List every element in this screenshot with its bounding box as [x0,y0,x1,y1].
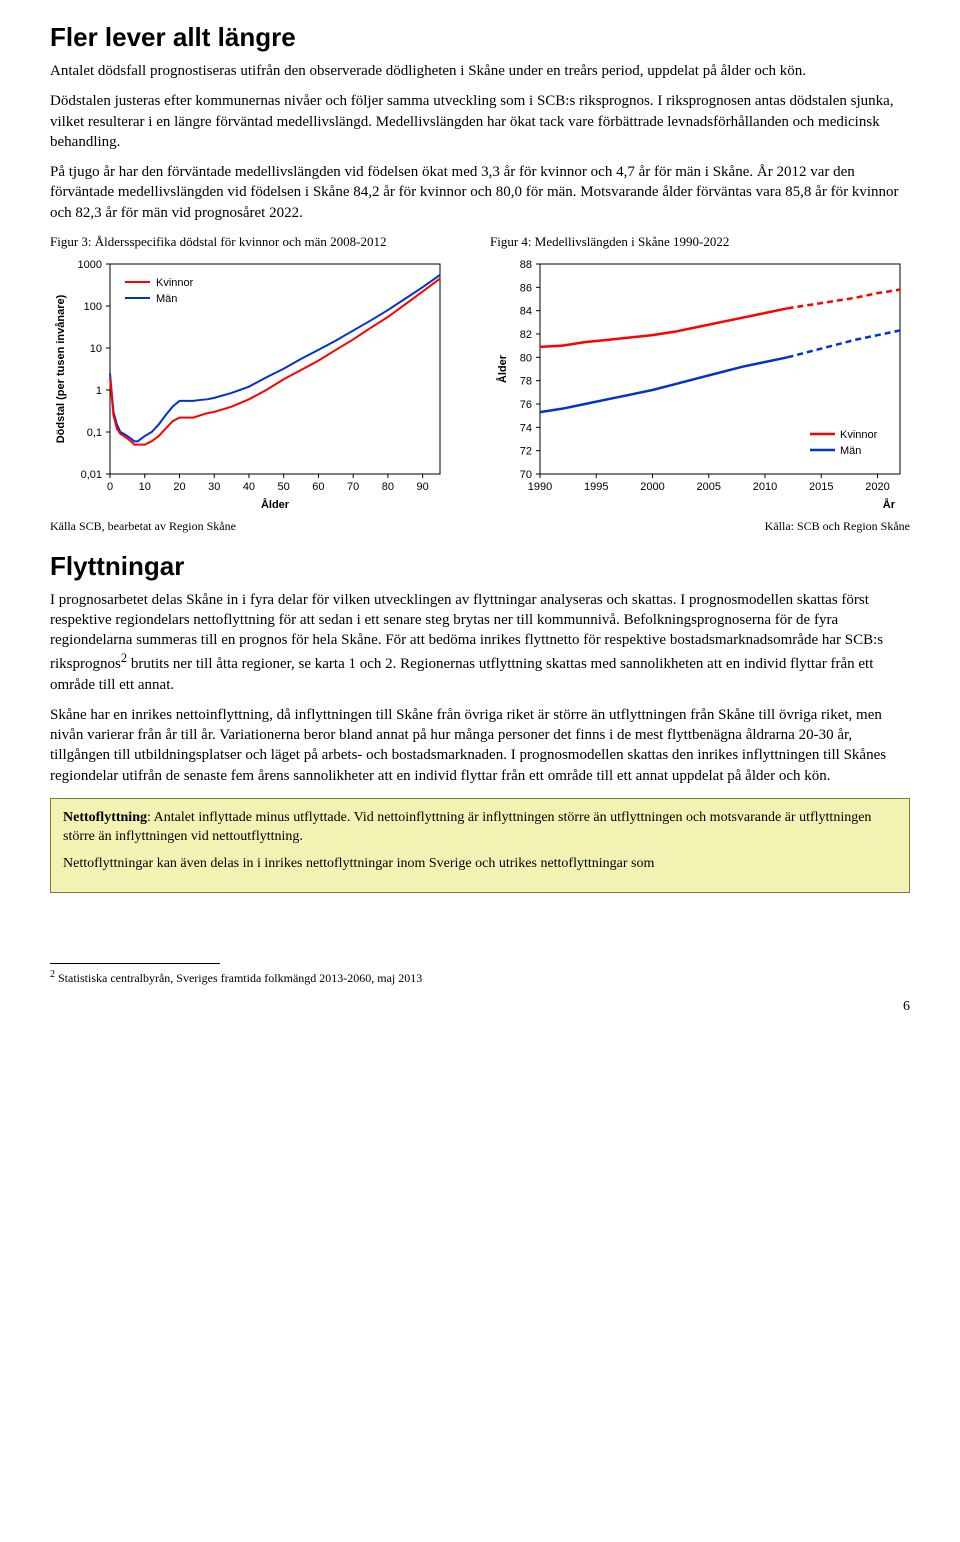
footnote-text: Statistiska centralbyrån, Sveriges framt… [55,971,422,985]
svg-text:84: 84 [520,306,532,318]
heading-fler-lever: Fler lever allt längre [50,20,910,55]
fig3-source: Källa SCB, bearbetat av Region Skåne [50,518,470,534]
svg-text:90: 90 [417,481,429,493]
svg-text:1000: 1000 [78,259,102,271]
svg-text:0: 0 [107,481,113,493]
footnote-2: 2 Statistiska centralbyrån, Sveriges fra… [50,968,910,986]
fig4-caption: Figur 4: Medellivslängden i Skåne 1990-2… [490,233,910,251]
svg-text:Ålder: Ålder [261,498,290,511]
svg-text:70: 70 [347,481,359,493]
fig3-caption: Figur 3: Åldersspecifika dödstal för kvi… [50,233,470,251]
para-5: Skåne har en inrikes nettoinflyttning, d… [50,705,910,786]
chart-medellivslangd: 1990 1995 2000 2005 2010 2015 2020 70 72 74 76 78 80… [490,254,910,514]
para-3: På tjugo år har den förväntade medellivs… [50,162,910,223]
svg-text:2010: 2010 [753,481,777,493]
svg-text:2015: 2015 [809,481,833,493]
chart-dodstal: 0 10 20 30 40 50 60 70 80 90 0,01 0,1 1 10 100 1000 Kvin… [50,254,450,514]
svg-text:50: 50 [278,481,290,493]
svg-text:0,01: 0,01 [81,469,102,481]
page-number: 6 [50,998,910,1017]
svg-text:Kvinnor: Kvinnor [840,429,878,441]
svg-text:74: 74 [520,423,532,435]
svg-text:76: 76 [520,399,532,411]
box-p1: Nettoflyttning: Antalet inflyttade minus… [63,809,897,847]
svg-text:88: 88 [520,259,532,271]
box-p1-rest: : Antalet inflyttade minus utflyttade. V… [63,810,871,844]
svg-text:78: 78 [520,376,532,388]
definition-box: Nettoflyttning: Antalet inflyttade minus… [50,798,910,893]
figure-3: Figur 3: Åldersspecifika dödstal för kvi… [50,233,470,535]
svg-text:0,1: 0,1 [87,427,102,439]
svg-text:Dödstal (per tusen invånare): Dödstal (per tusen invånare) [55,295,67,444]
svg-text:2020: 2020 [865,481,889,493]
svg-text:1995: 1995 [584,481,608,493]
fig4-source: Källa: SCB och Region Skåne [490,518,910,534]
svg-text:2005: 2005 [697,481,721,493]
heading-flyttningar: Flyttningar [50,549,910,584]
svg-text:Kvinnor: Kvinnor [156,277,194,289]
svg-text:30: 30 [208,481,220,493]
svg-text:Ålder: Ålder [496,355,509,384]
svg-text:72: 72 [520,446,532,458]
svg-text:2000: 2000 [640,481,664,493]
svg-text:1: 1 [96,385,102,397]
para-2: Dödstalen justeras efter kommunernas niv… [50,91,910,152]
footnote-separator [50,963,220,964]
svg-text:10: 10 [139,481,151,493]
svg-text:Män: Män [840,445,861,457]
svg-text:80: 80 [382,481,394,493]
svg-text:Män: Män [156,293,177,305]
figure-4: Figur 4: Medellivslängden i Skåne 1990-2… [490,233,910,535]
svg-text:86: 86 [520,283,532,295]
svg-text:80: 80 [520,353,532,365]
figure-row: Figur 3: Åldersspecifika dödstal för kvi… [50,233,910,535]
svg-text:70: 70 [520,469,532,481]
svg-text:100: 100 [84,301,102,313]
svg-text:40: 40 [243,481,255,493]
box-p1-bold: Nettoflyttning [63,810,147,825]
box-p2: Nettoflyttningar kan även delas in i inr… [63,855,897,874]
para-4: I prognosarbetet delas Skåne in i fyra d… [50,590,910,695]
para-4b: brutits ner till åtta regioner, se karta… [50,656,873,692]
svg-text:82: 82 [520,329,532,341]
para-1: Antalet dödsfall prognostiseras utifrån … [50,61,910,81]
svg-text:20: 20 [173,481,185,493]
svg-text:År: År [883,498,896,511]
svg-text:1990: 1990 [528,481,552,493]
svg-text:10: 10 [90,343,102,355]
svg-text:60: 60 [312,481,324,493]
